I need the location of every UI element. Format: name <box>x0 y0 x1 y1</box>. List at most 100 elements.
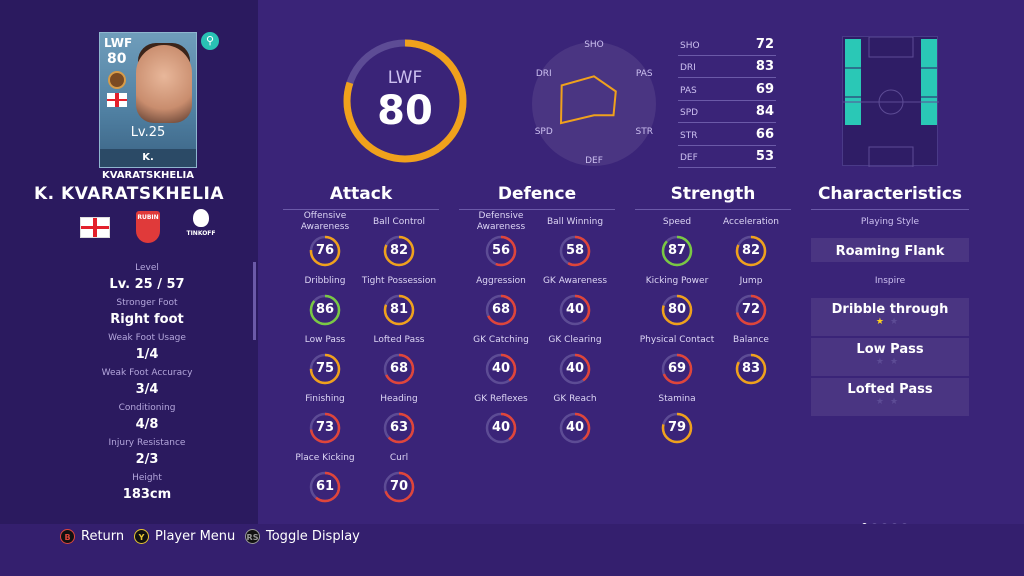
pin-icon[interactable]: ⚲ <box>201 32 219 50</box>
radar-svg <box>532 42 656 166</box>
stat-value: 81 <box>389 302 409 317</box>
stat-ring[interactable]: 61 <box>308 470 342 504</box>
stat-ring-arc <box>383 471 415 503</box>
inspire-item[interactable]: Dribble through ★★ <box>811 298 969 336</box>
stat-ring[interactable]: 73 <box>308 411 342 445</box>
stat-ring-arc <box>383 353 415 385</box>
stat-ring[interactable]: 40 <box>558 411 592 445</box>
radar-axis-label: DRI <box>535 69 552 79</box>
star-icon: ★ <box>890 397 905 407</box>
info-row: Conditioning 4/8 <box>40 402 254 437</box>
hint-label: Return <box>81 529 125 544</box>
stat-label: Balance <box>733 334 769 345</box>
stat-ring-svg <box>735 235 767 267</box>
stat-ring[interactable]: 72 <box>734 293 768 327</box>
stat-ring[interactable]: 80 <box>660 293 694 327</box>
stat-ring[interactable]: 75 <box>308 352 342 386</box>
stat-ring-svg <box>661 235 693 267</box>
stat-value: 40 <box>565 361 585 376</box>
stat-label: Acceleration <box>723 216 779 227</box>
button-hint-bar <box>0 524 1024 576</box>
overall-ring-svg <box>343 39 467 163</box>
stat-ring[interactable]: 40 <box>484 352 518 386</box>
star-icon: ★ <box>875 357 890 367</box>
stat-value: 75 <box>315 361 335 376</box>
stat-ring[interactable]: 82 <box>734 234 768 268</box>
stat-ring[interactable]: 86 <box>308 293 342 327</box>
stat-ring-arc <box>559 412 591 444</box>
attribute-row: PAS 69 <box>678 81 776 101</box>
star-icon: ★ <box>875 317 890 327</box>
attribute-row: DEF 53 <box>678 148 776 168</box>
stat-label: Curl <box>389 452 409 463</box>
stat-ring-arc <box>309 294 341 326</box>
stat-value: 79 <box>667 420 687 435</box>
stat-ring-svg <box>559 294 591 326</box>
radar-axis-label: DEF <box>585 156 603 166</box>
stat-label: Place Kicking <box>295 452 355 463</box>
stat-value: 86 <box>315 302 335 317</box>
radar-shape <box>559 75 617 125</box>
stat-ring[interactable]: 87 <box>660 234 694 268</box>
stat-ring-arc <box>559 353 591 385</box>
info-value: 2/3 <box>135 452 159 467</box>
info-value: 4/8 <box>135 417 159 432</box>
stat-ring[interactable]: 70 <box>382 470 416 504</box>
stat-value: 68 <box>389 361 409 376</box>
inspire-label: Inspire <box>874 276 906 286</box>
hint-return[interactable]: B Return <box>60 529 124 545</box>
stat-ring[interactable]: 81 <box>382 293 416 327</box>
radar-axis-label: PAS <box>635 69 653 79</box>
stat-ring-arc <box>383 294 415 326</box>
stat-ring[interactable]: 40 <box>558 293 592 327</box>
stat-ring[interactable]: 56 <box>484 234 518 268</box>
stat-label: Aggression <box>476 275 526 286</box>
attribute-row: DRI 83 <box>678 58 776 79</box>
stat-value: 63 <box>389 420 409 435</box>
stat-ring-arc <box>661 353 693 385</box>
info-value: 3/4 <box>135 382 159 397</box>
stat-ring-arc <box>559 235 591 267</box>
attribute-row: STR 66 <box>678 126 776 146</box>
stat-ring[interactable]: 40 <box>558 352 592 386</box>
hint-player-menu[interactable]: Y Player Menu <box>134 529 235 545</box>
info-row: Stronger Foot Right foot <box>40 297 254 332</box>
info-label: Weak Foot Usage <box>108 333 186 343</box>
stat-ring[interactable]: 68 <box>484 293 518 327</box>
inspire-item[interactable]: Lofted Pass ★★ <box>811 378 969 416</box>
info-label: Height <box>132 473 162 483</box>
stat-value: 68 <box>491 302 511 317</box>
stat-label: Jump <box>739 275 763 286</box>
info-row: Injury Resistance 2/3 <box>40 437 254 472</box>
stat-ring-svg <box>383 471 415 503</box>
stat-value: 80 <box>667 302 687 317</box>
player-card[interactable]: LWF 80 Lv.25 K. KVARATSKHELIA <box>99 32 197 181</box>
inspire-item[interactable]: Low Pass ★★ <box>811 338 969 376</box>
inspire-stars: ★★ <box>811 357 969 367</box>
stat-ring[interactable]: 58 <box>558 234 592 268</box>
stat-ring[interactable]: 76 <box>308 234 342 268</box>
attribute-value: 66 <box>755 126 774 142</box>
league-logo-text: TINKOFF <box>186 230 216 237</box>
info-scrollbar[interactable] <box>253 262 256 340</box>
stat-ring[interactable]: 40 <box>484 411 518 445</box>
stat-ring[interactable]: 68 <box>382 352 416 386</box>
info-label: Weak Foot Accuracy <box>101 368 193 378</box>
stat-ring-arc <box>485 353 517 385</box>
hint-toggle-display[interactable]: RS Toggle Display <box>245 529 360 545</box>
league-logo-icon: TINKOFF <box>184 209 218 245</box>
info-row: Level Lv. 25 / 57 <box>40 262 254 297</box>
player-info-list: Level Lv. 25 / 57 Stronger Foot Right foot W… <box>40 262 254 507</box>
stat-label: Ball Winning <box>546 216 604 227</box>
info-value: Lv. 25 / 57 <box>109 277 185 292</box>
card-player-name: K. KVARATSKHELIA <box>100 149 196 181</box>
stat-ring[interactable]: 63 <box>382 411 416 445</box>
stat-ring[interactable]: 83 <box>734 352 768 386</box>
stat-ring-svg <box>735 294 767 326</box>
card-overall: 80 <box>107 51 127 67</box>
stat-ring[interactable]: 79 <box>660 411 694 445</box>
stat-ring[interactable]: 69 <box>660 352 694 386</box>
playing-style-box[interactable]: Roaming Flank <box>811 238 969 262</box>
stat-ring[interactable]: 82 <box>382 234 416 268</box>
stat-label: GK Awareness <box>542 275 608 286</box>
